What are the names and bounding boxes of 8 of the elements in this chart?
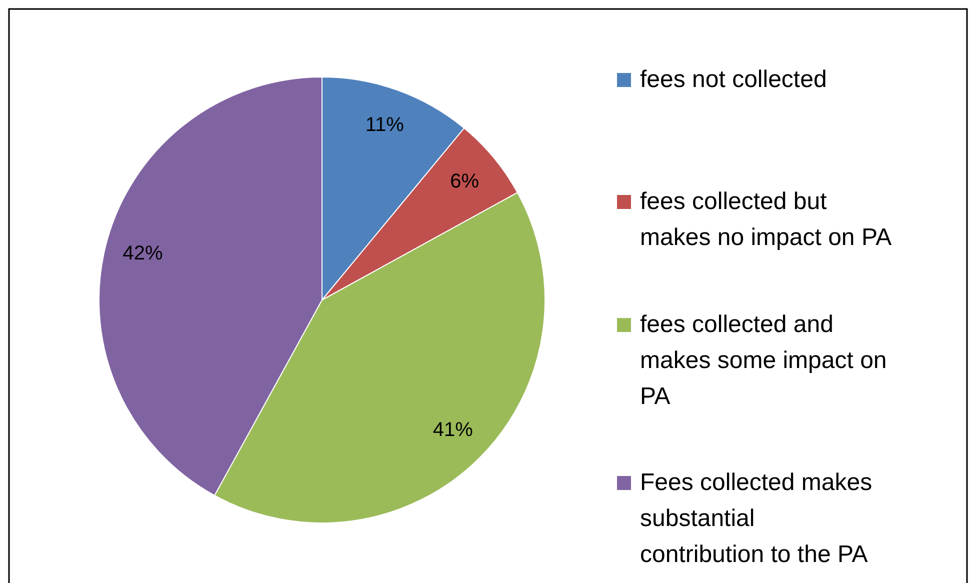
data-label: 6%	[450, 170, 480, 192]
data-label: 41%	[432, 419, 474, 442]
data-label: 42%	[122, 242, 163, 264]
legend-label: fees collected and makes some impact on PA	[640, 311, 887, 410]
legend-label: fees collected but makes no impact on PA	[640, 188, 892, 252]
legend-label: fees not collected	[640, 66, 827, 94]
legend-label: Fees collected makes substantial contribution to the PA	[640, 469, 872, 568]
data-label: 11%	[365, 114, 404, 136]
